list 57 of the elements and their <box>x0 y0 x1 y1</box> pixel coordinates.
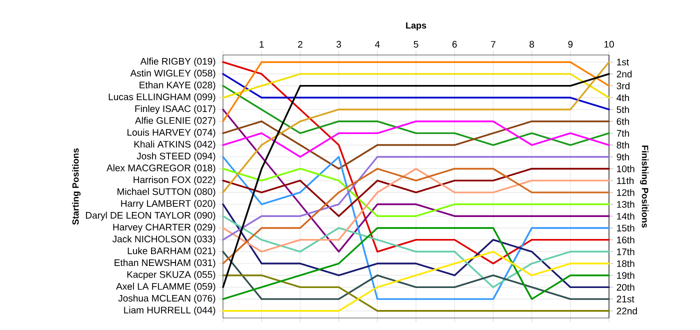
series-label: Michael SUTTON (080) <box>118 188 216 197</box>
series-label: Astin WIGLEY (058) <box>130 70 216 78</box>
series-label: Finley ISAAC (017) <box>135 105 216 114</box>
y2-tick-label: 4th <box>616 94 629 102</box>
x-tick-label: 10 <box>604 40 614 48</box>
y2-tick-label: 1st <box>617 58 629 66</box>
x-tick-label: 3 <box>336 40 342 48</box>
x-axis-title: Laps <box>406 22 426 30</box>
series-label: Alex MACGREGOR (018) <box>106 164 216 174</box>
y2-tick-label: 18th <box>617 260 634 267</box>
series-label: Luke BARHAM (021) <box>128 247 216 256</box>
series-label: Louis HARVEY (074) <box>128 128 216 138</box>
y2-tick-label: 9th <box>616 153 629 160</box>
series-label: Joshua MCLEAN (076) <box>118 294 216 304</box>
series-label: Alfie RIGBY (019) <box>140 58 216 67</box>
text: Starting Positions <box>72 148 81 225</box>
y2-tick-label: 10th <box>617 165 634 172</box>
series-label: Alfie GLENIE (027) <box>135 116 216 126</box>
y2-tick-label: 7th <box>616 130 629 137</box>
y2-tick-label: 3rd <box>616 82 630 90</box>
series-label: Harrison FOX (022) <box>134 176 216 185</box>
y2-tick-label: 2nd <box>616 70 632 78</box>
x-tick-label: 4 <box>374 41 380 48</box>
y2-axis-title: Finishing Positions <box>640 146 648 228</box>
x-tick-label: 8 <box>530 40 534 48</box>
y2-tick-label: 20th <box>616 284 634 291</box>
y2-tick-label: 16th <box>617 236 634 244</box>
y2-tick-label: 15th <box>617 224 634 232</box>
x-tick-label: 5 <box>414 41 418 48</box>
series-label: Josh STEED (094) <box>136 152 216 162</box>
y2-tick-label: 19th <box>617 272 634 279</box>
y2-tick-label: 8th <box>616 142 629 149</box>
series-label: Jack NICHOLSON (033) <box>112 235 216 244</box>
y2-tick-label: 5th <box>616 106 629 113</box>
series-label: Harvey CHARTER (029) <box>113 224 216 232</box>
x-tick-label: 6 <box>452 40 457 48</box>
y2-tick-label: 14th <box>617 212 634 220</box>
series-label: Khali ATKINS (042) <box>134 140 216 150</box>
series-label: Axel LA FLAMME (059) <box>116 282 216 292</box>
x-tick-label: 7 <box>491 41 496 48</box>
y2-tick-label: 6th <box>616 118 629 125</box>
y2-tick-label: 17th <box>617 248 634 256</box>
x-tick-label: 2 <box>298 41 302 48</box>
series-label: Liam HURRELL (044) <box>124 306 216 316</box>
y2-tick-label: 22nd <box>616 307 637 314</box>
x-tick-label: 1 <box>260 41 264 48</box>
series-label: Harry LAMBERT (020) <box>121 200 216 209</box>
series-label: Daryl DE LEON TAYLOR (090) <box>86 212 216 221</box>
series-label: Lucas ELLINGHAM (099) <box>108 93 216 102</box>
y2-tick-label: 13th <box>617 200 634 208</box>
y2-tick-label: 11th <box>617 177 634 184</box>
y2-tick-label: 12th <box>617 188 634 196</box>
y2-tick-label: 21st <box>616 296 634 302</box>
x-tick-label: 9 <box>568 40 573 48</box>
series-label: Ethan KAYE (028) <box>140 81 216 90</box>
series-label: Ethan NEWSHAM (031) <box>114 259 216 268</box>
series-label: Kacper SKUZA (055) <box>127 270 216 280</box>
